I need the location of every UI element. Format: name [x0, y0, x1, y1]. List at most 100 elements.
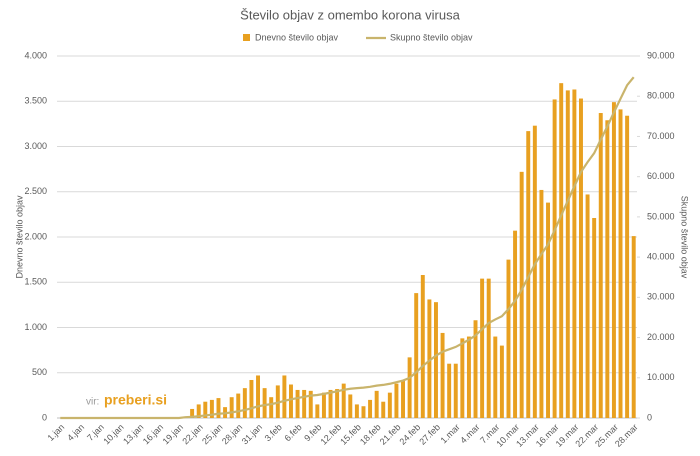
bar [539, 189, 544, 418]
bar [585, 194, 590, 418]
y-axis-title: Dnevno število objav [14, 195, 24, 279]
bar [513, 230, 518, 418]
bar [242, 388, 247, 418]
bar [401, 379, 405, 418]
bar [427, 299, 432, 418]
bar [480, 278, 485, 418]
x-tick-label: 15.feb [338, 422, 363, 447]
bar [209, 399, 214, 418]
bar [308, 390, 313, 418]
x-tick-label: 18.feb [358, 422, 383, 447]
x-tick-label: 28.jan [220, 422, 244, 446]
line [60, 76, 635, 420]
x-tick-label: 25.jan [200, 422, 224, 446]
bar [447, 363, 452, 418]
bar [579, 98, 583, 418]
bar [453, 363, 458, 418]
x-tick-label: 4.jan [65, 422, 86, 443]
bar [394, 383, 399, 418]
bar [328, 389, 333, 418]
legend-label: Dnevno število objav [255, 32, 339, 42]
legend-swatch [243, 34, 250, 41]
x-tick-label: 13.jan [121, 422, 145, 446]
bar [440, 332, 445, 418]
x-tick-label: 22.jan [180, 422, 204, 446]
y-tick-label: 500 [32, 367, 47, 377]
bar [493, 336, 498, 418]
y2-tick-label: 20.000 [647, 332, 675, 342]
y-tick-label: 1.500 [24, 277, 47, 287]
y2-axis-title: Skupno število objav [680, 196, 690, 279]
bar [618, 109, 623, 419]
bar [387, 392, 392, 418]
x-tick-label: 4.mar [458, 422, 481, 445]
x-tick-label: 21.feb [378, 422, 403, 447]
bar [598, 113, 603, 418]
bar [552, 99, 557, 418]
y2-tick-label: 90.000 [647, 50, 675, 60]
bar [407, 357, 412, 418]
x-tick-label: 1.jan [46, 422, 67, 443]
y-tick-label: 4.000 [24, 50, 47, 60]
bar [229, 397, 234, 418]
x-tick-label: 19.jan [161, 422, 185, 446]
y2-tick-label: 10.000 [647, 372, 675, 382]
bar [506, 259, 511, 418]
bar [249, 379, 254, 418]
y-tick-label: 3.500 [24, 96, 47, 106]
x-tick-label: 1.mar [438, 422, 461, 445]
bar [335, 389, 340, 418]
bar [611, 102, 616, 418]
source-label: vir: [86, 397, 99, 408]
bar [572, 89, 577, 419]
bar [203, 401, 208, 418]
bar [256, 375, 260, 418]
y2-tick-label: 60.000 [647, 171, 675, 181]
y2-tick-label: 0 [647, 412, 652, 422]
y-tick-label: 0 [42, 412, 47, 422]
bar [315, 404, 320, 418]
bar [420, 275, 425, 418]
bar [546, 202, 550, 418]
bar [532, 125, 537, 418]
bar [361, 406, 366, 418]
bar [434, 302, 438, 418]
bar [381, 401, 386, 418]
x-tick-label: 10.jan [101, 422, 125, 446]
bar [269, 397, 274, 418]
bar [526, 131, 531, 419]
bar [519, 171, 524, 418]
bar [605, 120, 610, 418]
legend-label: Skupno število objav [390, 32, 473, 42]
y2-tick-label: 80.000 [647, 91, 675, 101]
bar [374, 390, 379, 418]
x-tick-label: 6.feb [282, 422, 303, 443]
x-tick-label: 31.jan [240, 422, 264, 446]
y2-tick-label: 30.000 [647, 292, 675, 302]
x-tick-label: 24.feb [398, 422, 423, 447]
y2-tick-label: 40.000 [647, 251, 675, 261]
y-tick-label: 2.500 [24, 186, 47, 196]
x-tick-label: 27.feb [417, 422, 442, 447]
y-tick-label: 3.000 [24, 141, 47, 151]
bar [499, 345, 504, 418]
bar [368, 399, 373, 418]
bar [565, 90, 570, 418]
bar [414, 293, 419, 418]
chart-title: Število objav z omembo korona virusa [240, 7, 460, 22]
bar [190, 408, 195, 418]
bar [348, 394, 353, 418]
source-name: preberi.si [104, 392, 167, 408]
bar [295, 389, 300, 418]
bar [321, 392, 326, 418]
bar [282, 375, 287, 418]
y-tick-label: 1.000 [24, 322, 47, 332]
bar [289, 384, 293, 418]
y2-tick-label: 70.000 [647, 131, 675, 141]
bar [559, 83, 564, 419]
bar [631, 236, 636, 418]
bar [216, 398, 221, 418]
bar [466, 336, 471, 418]
bar [592, 217, 597, 418]
x-tick-label: 12.feb [318, 422, 343, 447]
